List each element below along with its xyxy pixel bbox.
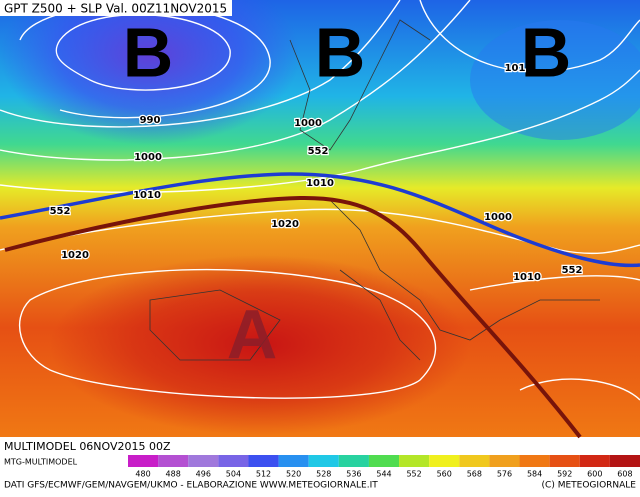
colorbar-tick-label: 600 (587, 470, 602, 479)
colorbar-swatch (399, 455, 430, 467)
colorbar-tick-label: 560 (437, 470, 452, 479)
colorbar-tick-label: 480 (135, 470, 150, 479)
contour-label: 1010 (306, 178, 334, 189)
colorbar: 480 488 496 504 512 520 528 536 544 552 560 568 576 5… (128, 455, 640, 479)
contour-label: 1000 (294, 118, 322, 129)
colorbar-swatch (459, 455, 490, 467)
colorbar-tick-label: 568 (467, 470, 482, 479)
colorbar-tick-label: 504 (226, 470, 241, 479)
contour-label: 101 (505, 63, 526, 74)
colorbar-swatch (579, 455, 610, 467)
colorbar-swatch (519, 455, 550, 467)
contour-label: 990 (140, 115, 161, 126)
copyright: (C) METEOGIORNALE (542, 481, 637, 491)
contour-label: 552 (308, 146, 329, 157)
contour-label: 1000 (134, 152, 162, 163)
contour-label: 552 (562, 265, 583, 276)
model-tag: MTG-MULTIMODEL (4, 458, 78, 467)
contour-label: 552 (50, 206, 71, 217)
colorbar-swatch (128, 455, 159, 467)
colorbar-swatch (218, 455, 249, 467)
map-title: GPT Z500 + SLP Val. 00Z11NOV2015 (4, 2, 227, 16)
colorbar-tick-label: 528 (316, 470, 331, 479)
colorbar-tick-label: 512 (256, 470, 271, 479)
credits: DATI GFS/ECMWF/GEM/NAVGEM/UKMO - ELABORA… (4, 481, 378, 491)
colorbar-tick-label: 496 (196, 470, 211, 479)
colorbar-tick-label: 584 (527, 470, 542, 479)
colorbar-swatch (429, 455, 460, 467)
colorbar-swatch (338, 455, 369, 467)
contour-label: 1020 (61, 250, 89, 261)
colorbar-swatch (549, 455, 580, 467)
colorbar-tick-label: 544 (376, 470, 391, 479)
colorbar-swatch (278, 455, 309, 467)
pressure-center: B (521, 13, 572, 91)
colorbar-tick-label: 592 (557, 470, 572, 479)
contour-label: 1010 (513, 272, 541, 283)
colorbar-swatch (489, 455, 520, 467)
run-info: MULTIMODEL 06NOV2015 00Z (4, 440, 171, 453)
colorbar-tick-label: 488 (166, 470, 181, 479)
colorbar-tick-label: 552 (406, 470, 421, 479)
colorbar-tick-label: 608 (617, 470, 632, 479)
contour-label: 1020 (271, 219, 299, 230)
colorbar-swatch (188, 455, 219, 467)
pressure-center: B (315, 13, 366, 91)
colorbar-swatch (308, 455, 339, 467)
colorbar-swatch (609, 455, 640, 467)
colorbar-swatch (248, 455, 279, 467)
colorbar-tick-label: 576 (497, 470, 512, 479)
colorbar-tick-label: 520 (286, 470, 301, 479)
colorbar-swatch (158, 455, 189, 467)
colorbar-swatch (368, 455, 400, 467)
contour-label: 1010 (133, 190, 161, 201)
colorbar-tick-label: 536 (346, 470, 361, 479)
pressure-center: A (227, 295, 278, 373)
pressure-center: B (123, 13, 174, 91)
map: B B B A 990 1000 1010 1020 552 1000 552 1010 102… (0, 0, 640, 439)
contour-label: 1000 (484, 212, 512, 223)
